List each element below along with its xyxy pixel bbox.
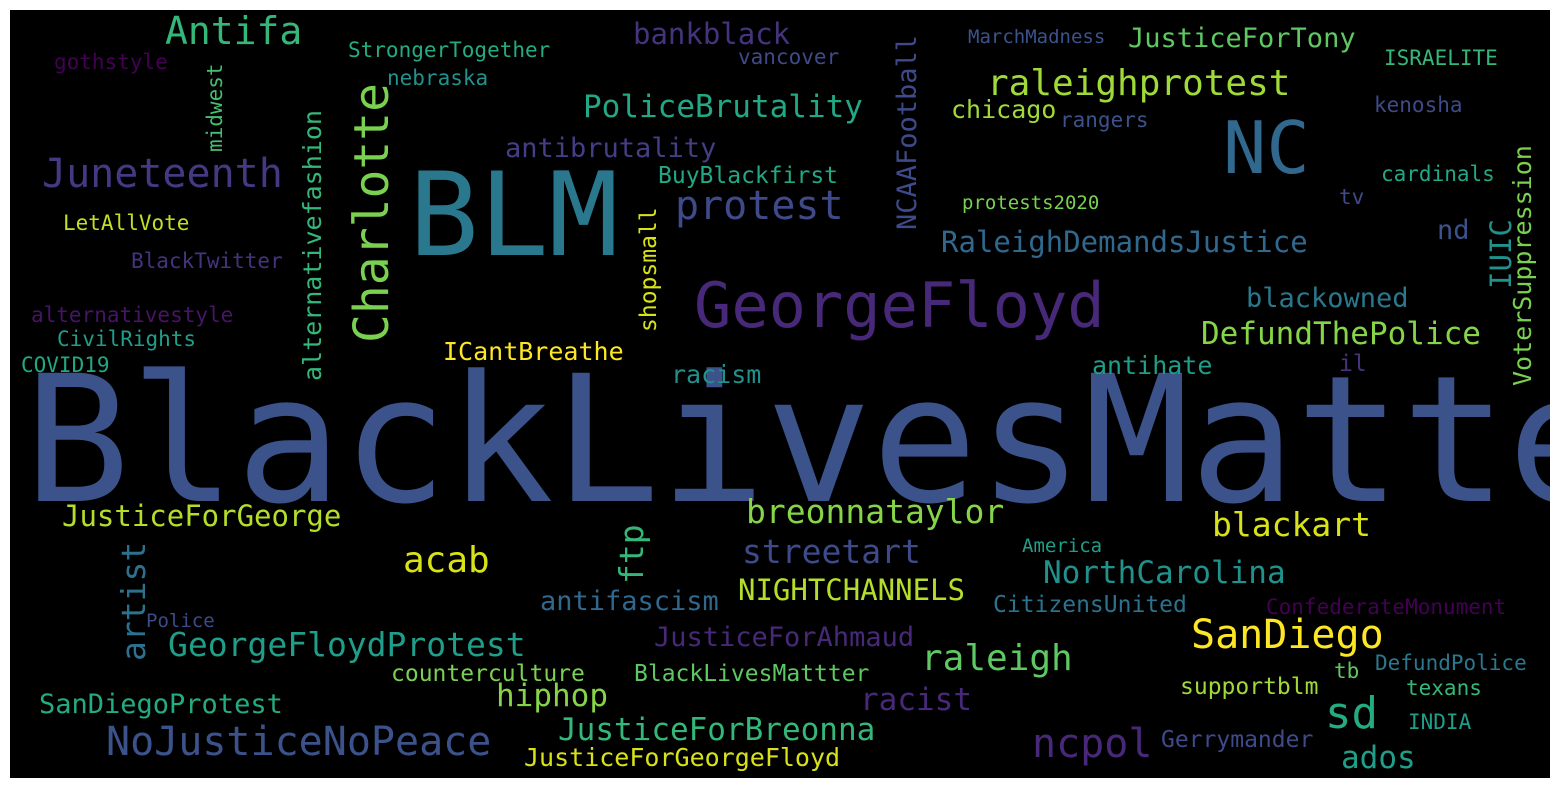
- word-streetart: streetart: [742, 532, 921, 571]
- word-sd: sd: [1325, 688, 1378, 739]
- word-nebraska: nebraska: [387, 66, 489, 90]
- word-defundthepolice: DefundThePolice: [1201, 316, 1481, 352]
- word-midwest: midwest: [203, 63, 227, 152]
- word-antihate: antihate: [1092, 351, 1213, 380]
- word-raleighdemandsjustice: RaleighDemandsJustice: [941, 225, 1308, 259]
- word-ados: ados: [1341, 740, 1416, 776]
- word-bankblack: bankblack: [633, 17, 791, 51]
- word-vancover: vancover: [738, 45, 840, 69]
- word-charlotte: Charlotte: [344, 82, 400, 343]
- word-america: America: [1022, 535, 1103, 557]
- word-israelite: ISRAELITE: [1384, 46, 1498, 70]
- word-cardinals: cardinals: [1381, 162, 1495, 186]
- word-ncpol: ncpol: [1032, 721, 1153, 767]
- word-sandiego: SanDiego: [1191, 612, 1384, 658]
- word-alternativefashion: alternativefashion: [298, 110, 327, 381]
- word-gothstyle: gothstyle: [54, 50, 168, 74]
- word-justicefortony: JusticeForTony: [1128, 23, 1356, 54]
- word-justiceforbreonna: JusticeForBreonna: [558, 712, 876, 748]
- word-blacklivesmatter: BlackLivesMatter: [24, 338, 1550, 543]
- word-civilrights: CivilRights: [57, 327, 197, 351]
- word-juneteenth: Juneteenth: [42, 151, 283, 197]
- word-racist: racist: [860, 682, 972, 718]
- word-protest: protest: [675, 183, 844, 229]
- word-cloud: BlackLivesMatter BLM GeorgeFloyd NC June…: [10, 10, 1550, 778]
- word-blacklivesmattter: BlackLivesMattter: [634, 661, 870, 687]
- word-raleigh: raleigh: [921, 638, 1073, 679]
- word-policebrutality: PoliceBrutality: [583, 89, 863, 125]
- word-antibrutality: antibrutality: [505, 133, 717, 164]
- word-tv: tv: [1339, 185, 1365, 209]
- word-texans: texans: [1406, 676, 1482, 700]
- word-tb: tb: [1334, 659, 1360, 683]
- word-northcarolina: NorthCarolina: [1043, 555, 1286, 591]
- word-nojusticenopeace: NoJusticeNoPeace: [106, 719, 492, 765]
- word-nd: nd: [1437, 215, 1470, 246]
- word-icantbreathe: ICantBreathe: [443, 337, 624, 366]
- word-raleighprotest: raleighprotest: [987, 63, 1291, 104]
- word-georgefloydprotest: GeorgeFloydProtest: [168, 625, 526, 664]
- word-covid19: COVID19: [21, 353, 110, 377]
- word-antifascism: antifascism: [540, 586, 719, 617]
- word-chicago: chicago: [951, 95, 1057, 124]
- word-buyblackfirst: BuyBlackfirst: [658, 163, 839, 189]
- word-justiceforgeorge: JusticeForGeorge: [62, 499, 342, 533]
- word-india: INDIA: [1408, 710, 1472, 734]
- word-marchmadness: MarchMadness: [968, 26, 1106, 48]
- word-il: il: [1339, 351, 1367, 377]
- word-votersuppression: VoterSuppression: [1508, 145, 1537, 386]
- word-gerrymander: Gerrymander: [1161, 727, 1314, 753]
- word-police: Police: [146, 610, 215, 632]
- word-confederatemonument: ConfederateMonument: [1266, 595, 1507, 619]
- word-ncaafootball: NCAAFootball: [892, 34, 923, 230]
- word-blackowned: blackowned: [1246, 283, 1409, 314]
- word-blacktwitter: BlackTwitter: [131, 249, 283, 273]
- word-antifa: Antifa: [165, 10, 303, 53]
- word-racism: racism: [671, 360, 762, 389]
- word-artist: artist: [114, 541, 153, 661]
- word-citizensunited: CitizensUnited: [993, 592, 1187, 618]
- word-acab: acab: [403, 540, 490, 581]
- word-supportblm: supportblm: [1180, 674, 1319, 700]
- word-blackart: blackart: [1212, 505, 1371, 544]
- word-blm: BLM: [409, 148, 619, 283]
- word-counterculture: counterculture: [391, 661, 585, 687]
- word-protests2020: protests2020: [962, 192, 1100, 214]
- word-hiphop: hiphop: [496, 678, 608, 714]
- word-rangers: rangers: [1060, 108, 1149, 132]
- word-defundpolice: DefundPolice: [1375, 651, 1527, 675]
- word-georgefloyd: GeorgeFloyd: [694, 269, 1105, 342]
- word-letallvote: LetAllVote: [63, 211, 190, 235]
- word-shopsmall: shopsmall: [636, 207, 662, 332]
- word-breonnataylor: breonnataylor: [746, 492, 1005, 531]
- word-kenosha: kenosha: [1374, 93, 1463, 117]
- word-sandiegoprotest: SanDiegoProtest: [39, 689, 283, 720]
- word-alternativestyle: alternativestyle: [31, 303, 234, 327]
- word-ftp: ftp: [612, 524, 651, 584]
- word-strongertogether: StrongerTogether: [348, 38, 551, 62]
- word-justiceforgeorgefloyd: JusticeForGeorgeFloyd: [524, 743, 841, 772]
- word-nc: NC: [1223, 106, 1310, 190]
- word-justiceforahmaud: JusticeForAhmaud: [654, 622, 915, 653]
- word-nightchannels: NIGHTCHANNELS: [738, 573, 965, 607]
